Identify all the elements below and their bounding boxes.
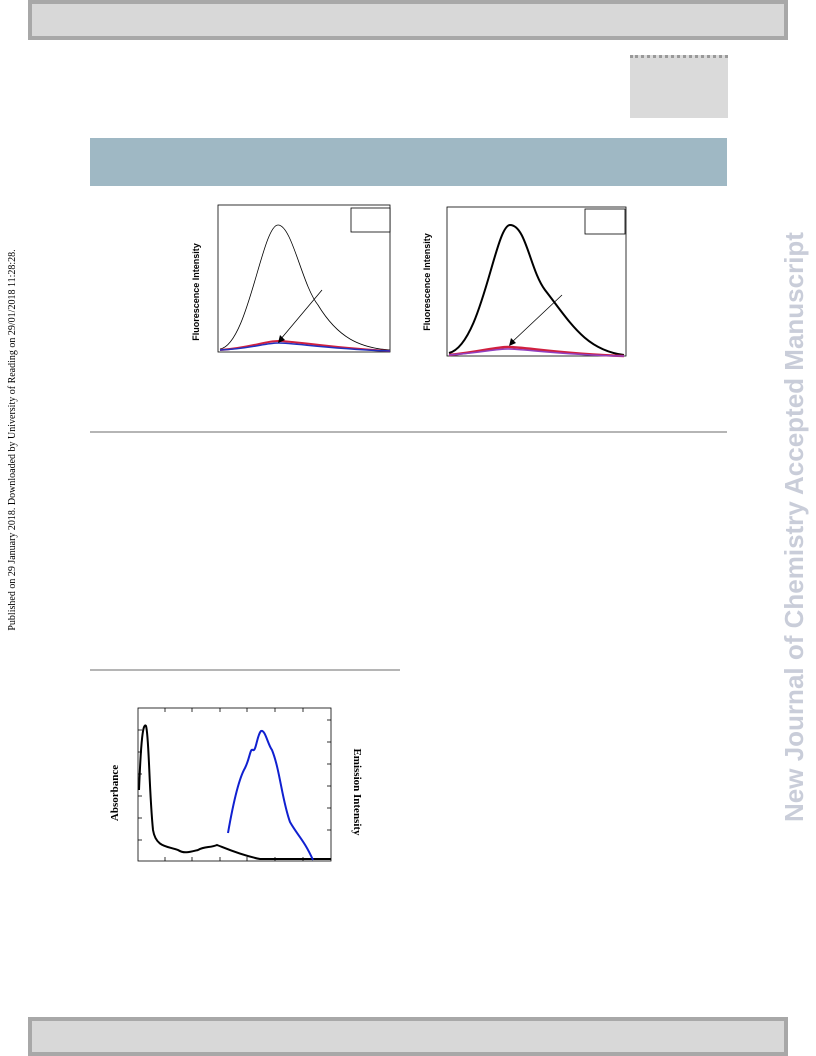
footer-bar xyxy=(28,1017,788,1056)
arrow-head xyxy=(509,338,516,346)
axes xyxy=(217,204,391,353)
arrow xyxy=(510,294,563,344)
axes xyxy=(446,206,627,357)
y2-axis-label: Emission Intensity xyxy=(351,748,363,836)
abstract-band xyxy=(90,138,727,186)
watermark: New Journal of Chemistry Accepted Manusc… xyxy=(779,232,809,822)
rule xyxy=(90,669,400,671)
y-axis-label: Fluorescence Intensity xyxy=(191,243,201,341)
published-note: Published on 29 January 2018. Downloaded… xyxy=(7,249,18,630)
arrow xyxy=(279,289,323,341)
header-bar xyxy=(28,0,788,40)
arrow-head xyxy=(278,335,285,343)
y-axis-label: Absorbance xyxy=(109,765,121,821)
absorbance-curve xyxy=(138,724,331,860)
logo-box xyxy=(630,55,728,118)
emission-curve xyxy=(227,729,314,861)
y-axis-label: Fluorescence Intensity xyxy=(422,233,432,331)
rule xyxy=(90,431,727,433)
curve xyxy=(448,223,625,356)
curve xyxy=(219,342,391,352)
legend-box xyxy=(584,208,626,235)
legend-box xyxy=(350,207,391,233)
curve xyxy=(448,348,625,357)
ticks xyxy=(138,708,331,861)
axes xyxy=(137,707,332,862)
curve xyxy=(219,224,391,351)
